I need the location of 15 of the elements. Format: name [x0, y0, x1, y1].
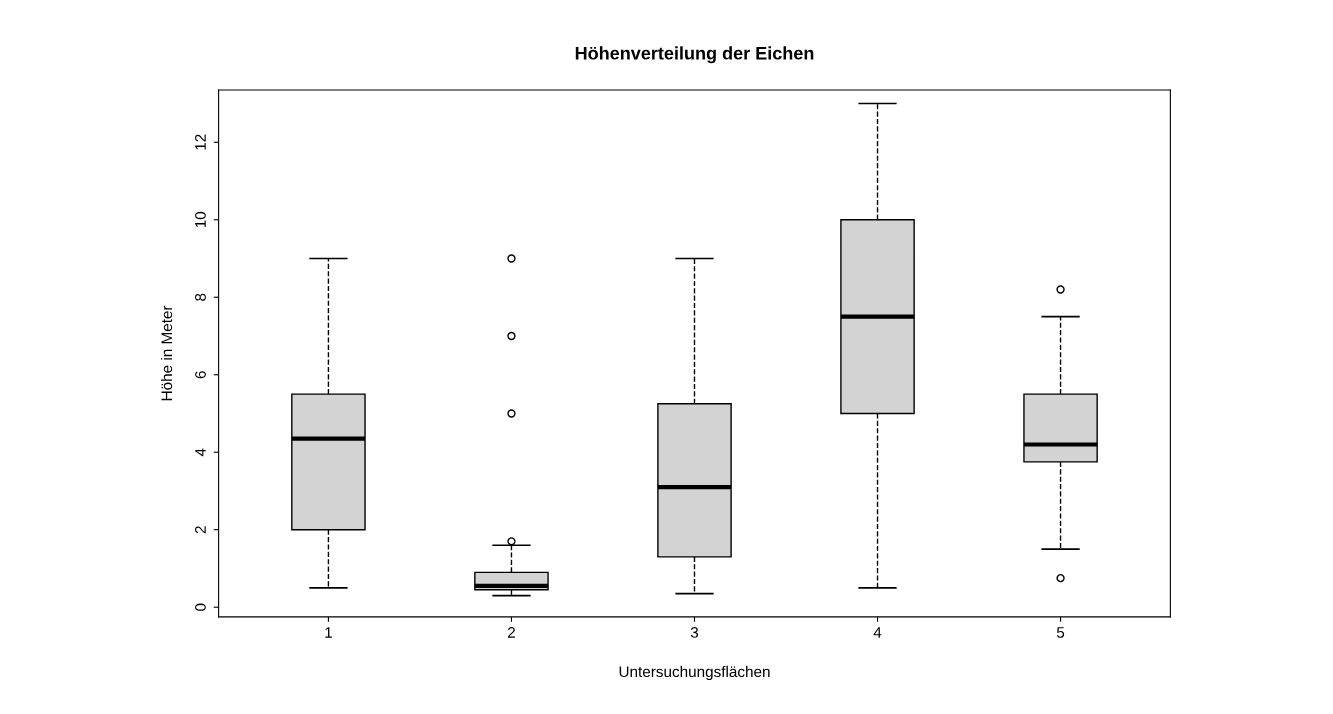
y-tick-label: 4 — [195, 448, 206, 457]
chart-title: Höhenverteilung der Eichen — [575, 46, 814, 64]
y-tick-label: 6 — [195, 371, 206, 379]
x-axis-title: Untersuchungsflächen — [619, 665, 770, 681]
y-tick-label: 10 — [195, 211, 206, 228]
x-tick-label: 4 — [873, 627, 882, 638]
x-tick-label: 1 — [325, 627, 332, 638]
y-tick-label: 8 — [195, 293, 206, 301]
y-tick-label: 0 — [195, 603, 206, 611]
x-tick-label: 3 — [690, 627, 699, 638]
x-tick-label: 5 — [1056, 627, 1065, 638]
y-tick-label: 2 — [195, 526, 206, 534]
y-tick-label: 12 — [195, 134, 206, 150]
x-tick-label: 2 — [507, 627, 515, 638]
y-axis-title: Höhe in Meter — [160, 305, 173, 401]
